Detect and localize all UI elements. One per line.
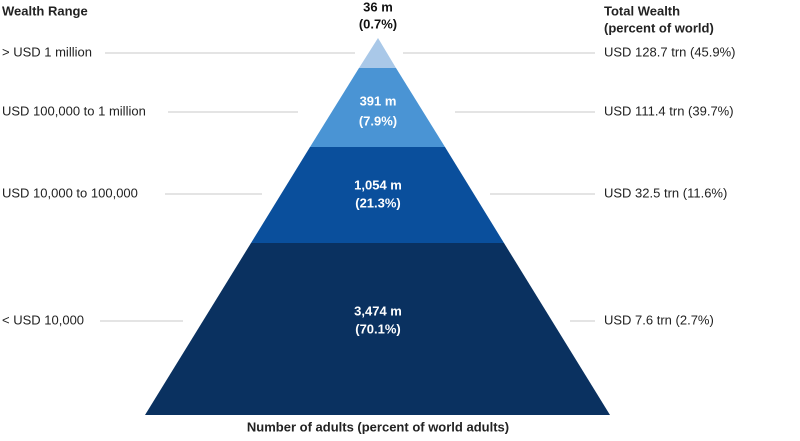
- adults-count: 3,474 m: [354, 303, 402, 318]
- total-wealth: USD 32.5 trn (11.6%): [604, 185, 727, 200]
- wealth-range: < USD 10,000: [2, 312, 84, 327]
- tier-3: [251, 147, 504, 243]
- adults-count: 1,054 m: [354, 177, 402, 192]
- left-header: Wealth Range: [2, 3, 88, 18]
- tier-1: [359, 38, 396, 68]
- wealth-range: > USD 1 million: [2, 44, 92, 59]
- adults-share: (70.1%): [355, 321, 401, 336]
- footer: Number of adults (percent of world adult…: [247, 419, 509, 434]
- right-header: Total Wealth: [604, 3, 680, 18]
- adults-share: (21.3%): [355, 195, 401, 210]
- right-header-sub: (percent of world): [604, 20, 714, 35]
- tier-4: [145, 243, 610, 415]
- tier-2: [310, 68, 445, 147]
- total-wealth: USD 7.6 trn (2.7%): [604, 312, 714, 327]
- wealth-range: USD 10,000 to 100,000: [2, 185, 138, 200]
- total-wealth: USD 111.4 trn (39.7%): [604, 103, 734, 118]
- adults-share: (0.7%): [359, 16, 397, 31]
- adults-count: 391 m: [360, 93, 397, 108]
- adults-count: 36 m: [363, 0, 393, 14]
- wealth-range: USD 100,000 to 1 million: [2, 103, 146, 118]
- adults-share: (7.9%): [359, 113, 397, 128]
- total-wealth: USD 128.7 trn (45.9%): [604, 44, 736, 59]
